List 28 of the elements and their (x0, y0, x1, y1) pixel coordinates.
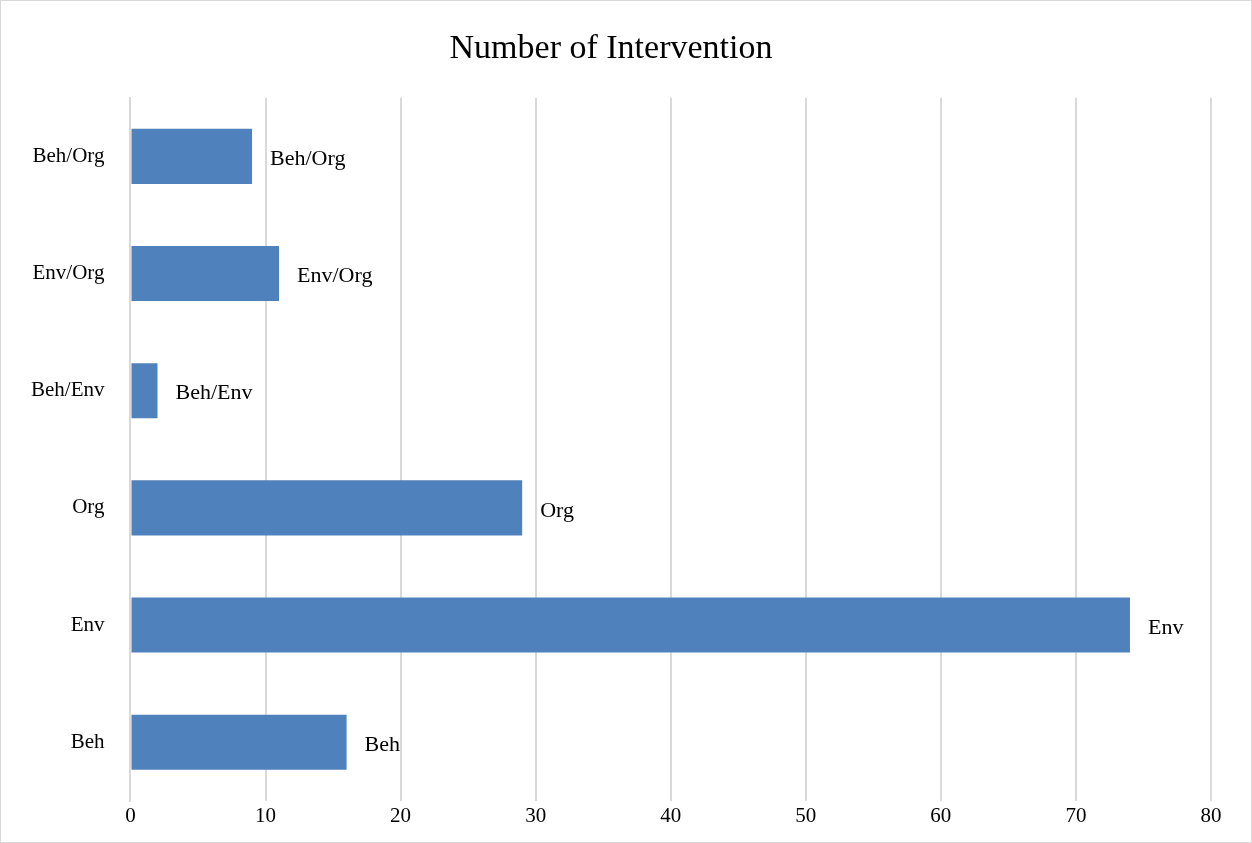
x-tick-label: 50 (795, 802, 817, 827)
data-label: Beh/Env (175, 379, 253, 405)
bar (131, 363, 158, 419)
x-tick-label: 60 (930, 802, 952, 827)
bar (131, 246, 280, 302)
data-label: Beh (364, 731, 401, 756)
y-tick-label: Env/Org (32, 260, 105, 285)
bar (131, 597, 1130, 653)
data-label: Beh/Org (270, 145, 346, 171)
x-tick-label: 70 (1065, 802, 1087, 827)
data-label: Env/Org (297, 262, 373, 288)
data-label: Env (1147, 613, 1184, 639)
y-tick-label: Beh (70, 728, 105, 753)
x-tick-label: 30 (525, 802, 547, 827)
data-label: Org (540, 496, 574, 522)
x-tick-label: 40 (660, 802, 682, 827)
bar (131, 128, 253, 184)
x-tick-label: 80 (1200, 802, 1222, 827)
y-tick-label: Beh/Env (30, 377, 105, 402)
y-tick-label: Org (72, 494, 105, 519)
x-tick-label: 20 (390, 802, 412, 827)
x-tick-label: 10 (255, 802, 277, 827)
y-tick-label: Beh/Org (32, 142, 105, 167)
bar (131, 714, 347, 770)
y-tick-label: Env (70, 611, 105, 636)
chart-title: Number of Intervention (449, 28, 773, 66)
bar (131, 480, 523, 536)
x-tick-label: 0 (125, 802, 136, 827)
